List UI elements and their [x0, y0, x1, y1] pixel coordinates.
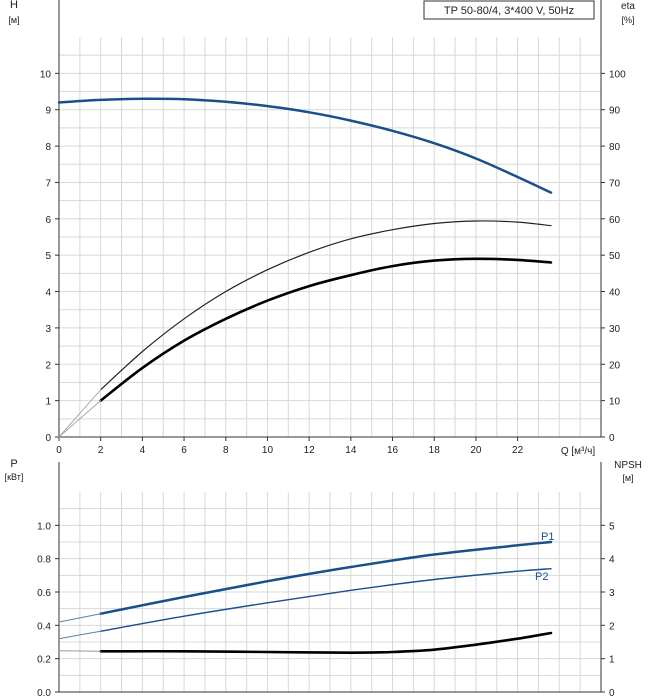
bot-series-line-3: [58, 630, 102, 640]
bot-series-line-2: [58, 613, 102, 623]
bot-right-tick-label: 0: [609, 688, 615, 699]
top-x-tick-label: 12: [304, 445, 316, 456]
top-x-tick-label: 14: [345, 445, 357, 456]
chart-title: TP 50-80/4, 3*400 V, 50Hz: [444, 5, 574, 17]
bot-left-tick-label: 1.0: [37, 521, 51, 532]
top-series-line-1: [100, 220, 552, 391]
bot-series-line-1: [100, 568, 552, 632]
top-x-tick-label: 18: [429, 445, 441, 456]
top-x-tick-label: 4: [140, 445, 146, 456]
bottom-left-axis-label-1: P: [10, 458, 17, 470]
top-x-tick-label: 6: [181, 445, 187, 456]
top-right-axis-label-2: [%]: [621, 15, 634, 25]
top-left-tick-label: 3: [45, 324, 51, 335]
top-left-axis-label-2: [м]: [8, 15, 19, 25]
bottom-axes: 0.0 0.2 0.4 0.6 0.8 1.0 0 1 2 3 4 5: [37, 462, 615, 699]
top-series-line-0: [57, 97, 553, 194]
bot-left-tick-label: 0.2: [37, 655, 51, 666]
top-left-tick-label: 2: [45, 360, 51, 371]
top-right-axis-label-1: eta: [621, 1, 635, 12]
top-grid: [59, 37, 601, 437]
bot-left-tick-label: 0.4: [37, 621, 51, 632]
top-left-tick-label: 1: [45, 397, 51, 408]
bot-left-tick-label: 0.8: [37, 555, 51, 566]
bot-left-tick-label: 0.0: [37, 688, 51, 699]
top-x-tick-label: 22: [512, 445, 524, 456]
top-right-tick-label: 70: [609, 178, 621, 189]
bot-right-tick-label: 3: [609, 588, 615, 599]
top-x-tick-label: 16: [387, 445, 399, 456]
bot-series-line-4: [99, 631, 553, 655]
top-right-tick-label: 80: [609, 142, 621, 153]
top-left-tick-label: 5: [45, 251, 51, 262]
bot-right-tick-label: 2: [609, 621, 615, 632]
series-label-p1: P1: [541, 531, 554, 543]
bot-right-tick-label: 1: [609, 655, 615, 666]
bottom-right-axis-label-1: NPSH: [614, 460, 642, 471]
top-x-tick-label: 8: [223, 445, 229, 456]
title-frame: [423, 0, 595, 20]
bot-right-tick-label: 5: [609, 521, 615, 532]
bot-left-tick-label: 0.6: [37, 588, 51, 599]
bottom-left-axis-label-2: [кВт]: [5, 472, 24, 482]
title-box: TP 50-80/4, 3*400 V, 50Hz: [423, 0, 595, 20]
top-left-tick-label: 9: [45, 106, 51, 117]
top-left-tick-label: 4: [45, 288, 51, 299]
bot-series-line-0: [99, 540, 553, 615]
top-right-tick-label: 60: [609, 215, 621, 226]
top-left-tick-label: 0: [45, 433, 51, 444]
top-x-tick-label: 2: [98, 445, 104, 456]
top-right-tick-label: 30: [609, 324, 621, 335]
bot-series-line-5: [58, 650, 102, 652]
top-right-tick-label: 90: [609, 106, 621, 117]
top-right-tick-label: 10: [609, 397, 621, 408]
top-left-tick-label: 8: [45, 142, 51, 153]
bottom-series: [58, 540, 553, 655]
top-x-tick-label: 10: [262, 445, 274, 456]
top-right-tick-label: 20: [609, 360, 621, 371]
top-right-tick-label: 40: [609, 288, 621, 299]
top-x-tick-label: 0: [56, 445, 62, 456]
x-axis-label: Q [м³/ч]: [561, 446, 596, 457]
top-right-tick-label: 100: [609, 69, 626, 80]
top-left-tick-label: 7: [45, 178, 51, 189]
series-label-p2: P2: [535, 571, 548, 583]
top-right-tick-label: 50: [609, 251, 621, 262]
top-series-line-2: [99, 257, 553, 402]
bot-right-tick-label: 4: [609, 555, 615, 566]
top-left-tick-label: 6: [45, 215, 51, 226]
top-x-tick-label: 20: [470, 445, 482, 456]
top-series: [57, 97, 553, 438]
top-series-line-4: [58, 400, 102, 438]
top-left-tick-label: 10: [40, 69, 52, 80]
top-right-tick-label: 0: [609, 433, 615, 444]
bottom-right-axis-label-2: [м]: [622, 473, 633, 483]
top-left-axis-label-1: H: [10, 0, 18, 11]
bottom-grid: [59, 492, 601, 692]
